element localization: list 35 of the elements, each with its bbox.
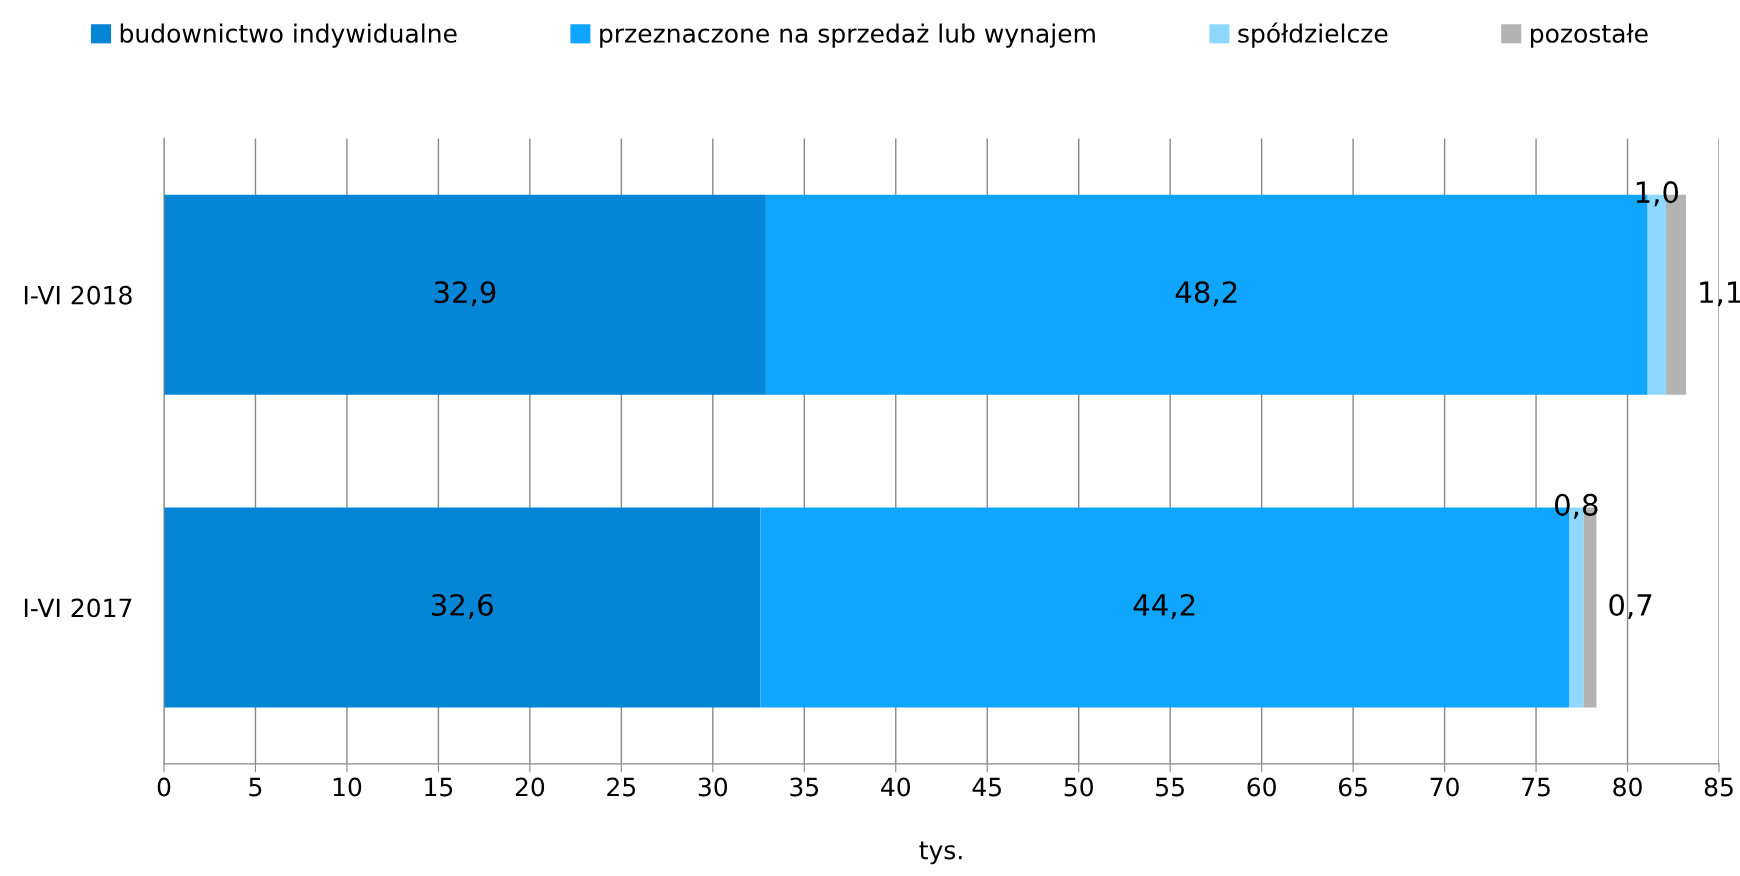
x-tick-label: 70 [1430, 777, 1459, 797]
x-tick-label: 55 [1156, 777, 1184, 797]
data-label: 1,1 [1700, 281, 1740, 307]
x-tick-label: 60 [1247, 777, 1276, 797]
x-tick-label: 0 [157, 777, 171, 797]
data-label: 48,2 [1175, 281, 1237, 307]
bar [164, 507, 761, 708]
x-tick-label: 35 [790, 777, 819, 797]
x-tick-label: 40 [881, 777, 911, 797]
data-label: 1,0 [1636, 181, 1679, 207]
x-tick-label: 20 [515, 777, 545, 797]
data-label: 32,9 [434, 281, 496, 307]
y-tick-label: I-VI 2018 [24, 285, 132, 305]
x-tick-label: 15 [425, 777, 453, 797]
x-tick-label: 65 [1338, 777, 1367, 797]
x-tick-label: 50 [1064, 777, 1093, 797]
data-label: 0,7 [1609, 593, 1652, 619]
x-tick-label: 25 [607, 777, 636, 797]
data-label: 32,6 [431, 593, 493, 619]
x-tick-label: 45 [972, 777, 1001, 797]
data-label: 0,8 [1555, 493, 1598, 519]
legend-label: budownictwo indywidualne [120, 23, 457, 48]
x-tick-label: 30 [698, 777, 728, 797]
legend-label: spółdzielcze [1238, 22, 1388, 48]
x-axis-title: tys. [919, 841, 962, 865]
y-tick-label: I-VI 2017 [24, 598, 132, 618]
legend-label: przeznaczone na sprzedaż lub wynajem [600, 23, 1095, 48]
bar [164, 194, 766, 395]
x-tick-label: 80 [1613, 777, 1642, 797]
x-tick-label: 5 [249, 777, 262, 797]
data-label: 44,2 [1133, 593, 1195, 619]
x-tick-label: 10 [333, 777, 362, 797]
x-tick-label: 75 [1522, 777, 1550, 797]
x-tick-label: 85 [1704, 777, 1733, 797]
legend-label: pozostałe [1531, 23, 1648, 48]
